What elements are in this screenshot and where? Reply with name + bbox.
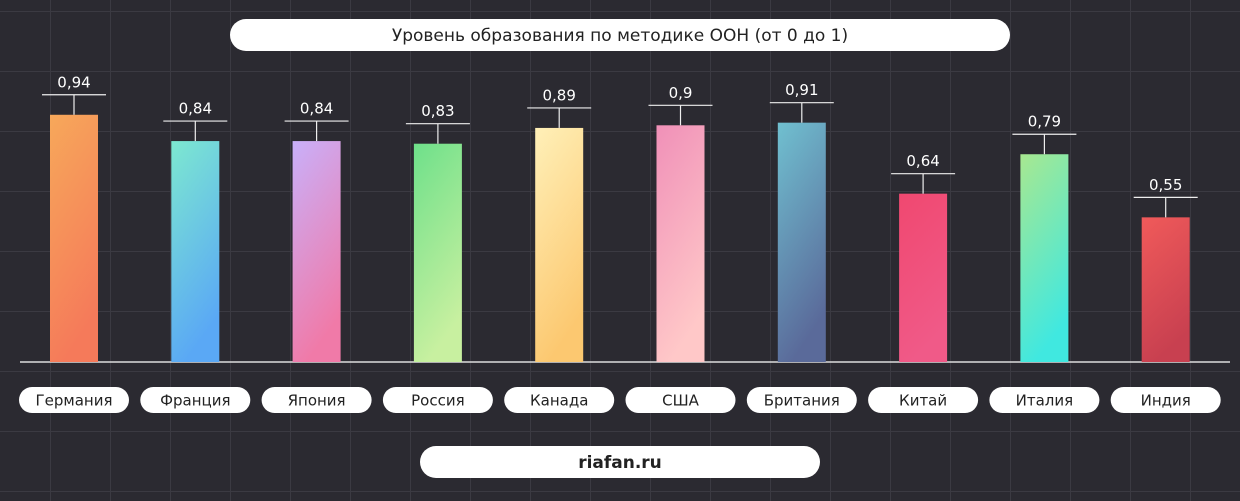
x-tick-label: США <box>662 392 700 410</box>
x-tick-label: Британия <box>764 392 840 410</box>
category-pill <box>868 387 979 413</box>
value-label: 0,84 <box>179 100 212 118</box>
chart-title: Уровень образования по методике ООН (от … <box>392 26 848 46</box>
x-tick-label: Италия <box>1016 392 1074 410</box>
category-pill <box>1110 387 1221 413</box>
bar <box>292 141 341 362</box>
bar <box>413 143 462 362</box>
bar <box>50 114 98 362</box>
title-pill <box>230 19 1010 51</box>
x-tick-label: Канада <box>530 392 588 410</box>
category-pill <box>382 387 493 413</box>
value-label: 0,89 <box>542 86 575 104</box>
x-tick-label: Япония <box>288 392 346 410</box>
bar <box>171 141 220 362</box>
bar <box>777 122 826 362</box>
value-label: 0,91 <box>785 81 818 99</box>
x-tick-label: Франция <box>160 392 230 410</box>
category-pill <box>261 387 372 413</box>
value-label: 0,64 <box>906 152 939 170</box>
value-label: 0,94 <box>57 73 90 91</box>
source-pill <box>420 446 820 478</box>
x-tick-label: Китай <box>899 392 947 410</box>
x-tick-label: Индия <box>1141 392 1191 410</box>
value-label: 0,9 <box>669 84 693 102</box>
value-label: 0,83 <box>421 102 454 120</box>
bar <box>1020 154 1069 362</box>
value-label: 0,79 <box>1028 113 1061 131</box>
category-pill <box>746 387 857 413</box>
bar <box>656 125 705 362</box>
category-pill <box>140 387 251 413</box>
category-pill <box>19 387 129 413</box>
source: riafan.ru <box>578 453 662 473</box>
x-tick-label: Россия <box>411 392 465 410</box>
category-pill <box>625 387 736 413</box>
x-tick-label: Германия <box>36 392 113 410</box>
value-label: 0,55 <box>1149 176 1182 194</box>
value-label: 0,84 <box>300 100 333 118</box>
bar <box>535 127 584 363</box>
category-pill <box>504 387 615 413</box>
category-pill <box>989 387 1100 413</box>
bar <box>899 193 948 362</box>
bar <box>1141 217 1190 362</box>
